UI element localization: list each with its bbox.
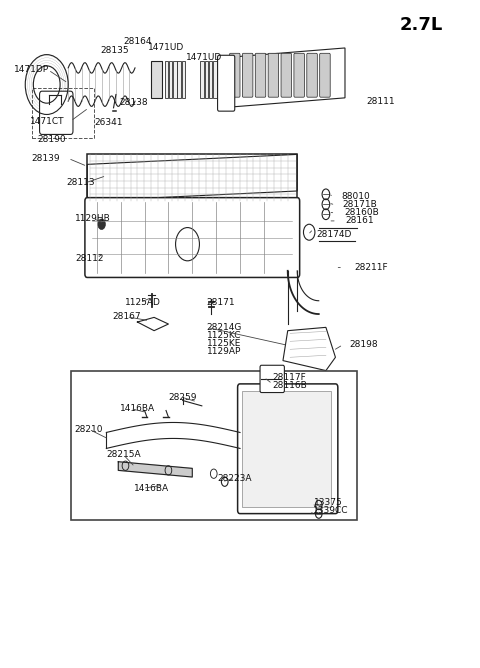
Bar — [33, 88, 95, 138]
Text: 1471CT: 1471CT — [30, 117, 64, 126]
Text: 1125KE: 1125KE — [206, 339, 241, 348]
Text: 28215A: 28215A — [107, 450, 141, 459]
Text: 28167: 28167 — [112, 312, 141, 321]
Text: 28160B: 28160B — [344, 208, 379, 217]
FancyBboxPatch shape — [238, 384, 338, 514]
Text: 28214G: 28214G — [206, 323, 242, 332]
Text: 1339CC: 1339CC — [312, 506, 348, 516]
Polygon shape — [87, 154, 297, 201]
Bar — [165, 61, 168, 98]
Bar — [178, 61, 181, 98]
Polygon shape — [221, 48, 345, 108]
Text: 28113: 28113 — [66, 178, 95, 188]
Bar — [204, 61, 208, 98]
FancyBboxPatch shape — [281, 53, 291, 97]
FancyBboxPatch shape — [229, 53, 240, 97]
Text: 1471DP: 1471DP — [14, 65, 49, 74]
Bar — [71, 371, 357, 520]
Text: 1129HB: 1129HB — [75, 214, 111, 222]
FancyBboxPatch shape — [217, 55, 235, 111]
Text: 1125KC: 1125KC — [206, 331, 241, 340]
FancyBboxPatch shape — [268, 53, 279, 97]
Text: 1416BA: 1416BA — [120, 404, 155, 413]
Text: 28198: 28198 — [350, 340, 378, 349]
Text: 28164: 28164 — [123, 37, 152, 46]
Text: 1125AD: 1125AD — [124, 298, 160, 307]
Text: 28223A: 28223A — [217, 474, 252, 483]
Text: 28111: 28111 — [366, 97, 395, 106]
Text: 1471UD: 1471UD — [148, 43, 184, 53]
Circle shape — [98, 219, 106, 230]
Text: 28210: 28210 — [74, 425, 103, 434]
Text: 1471UD: 1471UD — [186, 53, 222, 62]
Text: 28259: 28259 — [168, 393, 197, 401]
Bar — [200, 61, 204, 98]
Text: 26341: 26341 — [95, 118, 123, 127]
Bar — [173, 61, 177, 98]
FancyBboxPatch shape — [320, 53, 330, 97]
Bar — [213, 61, 216, 98]
FancyBboxPatch shape — [255, 53, 266, 97]
Text: 28138: 28138 — [120, 98, 148, 107]
Text: 28171B: 28171B — [343, 200, 377, 210]
Text: 28171: 28171 — [206, 298, 235, 307]
Text: 28117F: 28117F — [273, 373, 306, 381]
Bar — [169, 61, 172, 98]
Text: 28190: 28190 — [37, 134, 66, 144]
Bar — [151, 61, 162, 98]
Text: 2.7L: 2.7L — [400, 15, 443, 33]
FancyBboxPatch shape — [294, 53, 304, 97]
Polygon shape — [283, 327, 336, 371]
FancyBboxPatch shape — [307, 53, 317, 97]
Text: 28116B: 28116B — [273, 381, 307, 390]
Text: 28135: 28135 — [100, 46, 129, 55]
Text: 1129AP: 1129AP — [206, 347, 241, 356]
Bar — [209, 61, 212, 98]
FancyBboxPatch shape — [242, 53, 253, 97]
Bar — [182, 61, 185, 98]
Text: 28161: 28161 — [346, 216, 374, 225]
Text: 1416BA: 1416BA — [134, 484, 169, 493]
FancyBboxPatch shape — [260, 365, 284, 393]
Text: 13375: 13375 — [314, 498, 343, 507]
Text: 28139: 28139 — [32, 154, 60, 163]
Polygon shape — [118, 462, 192, 477]
Bar — [242, 391, 331, 507]
FancyBboxPatch shape — [85, 198, 300, 277]
Bar — [87, 154, 297, 201]
Text: 28174D: 28174D — [316, 230, 352, 239]
Text: 28112: 28112 — [75, 254, 104, 263]
Bar — [217, 61, 221, 98]
Text: 28211F: 28211F — [355, 263, 388, 272]
Text: 88010: 88010 — [341, 192, 370, 201]
FancyBboxPatch shape — [39, 92, 73, 134]
